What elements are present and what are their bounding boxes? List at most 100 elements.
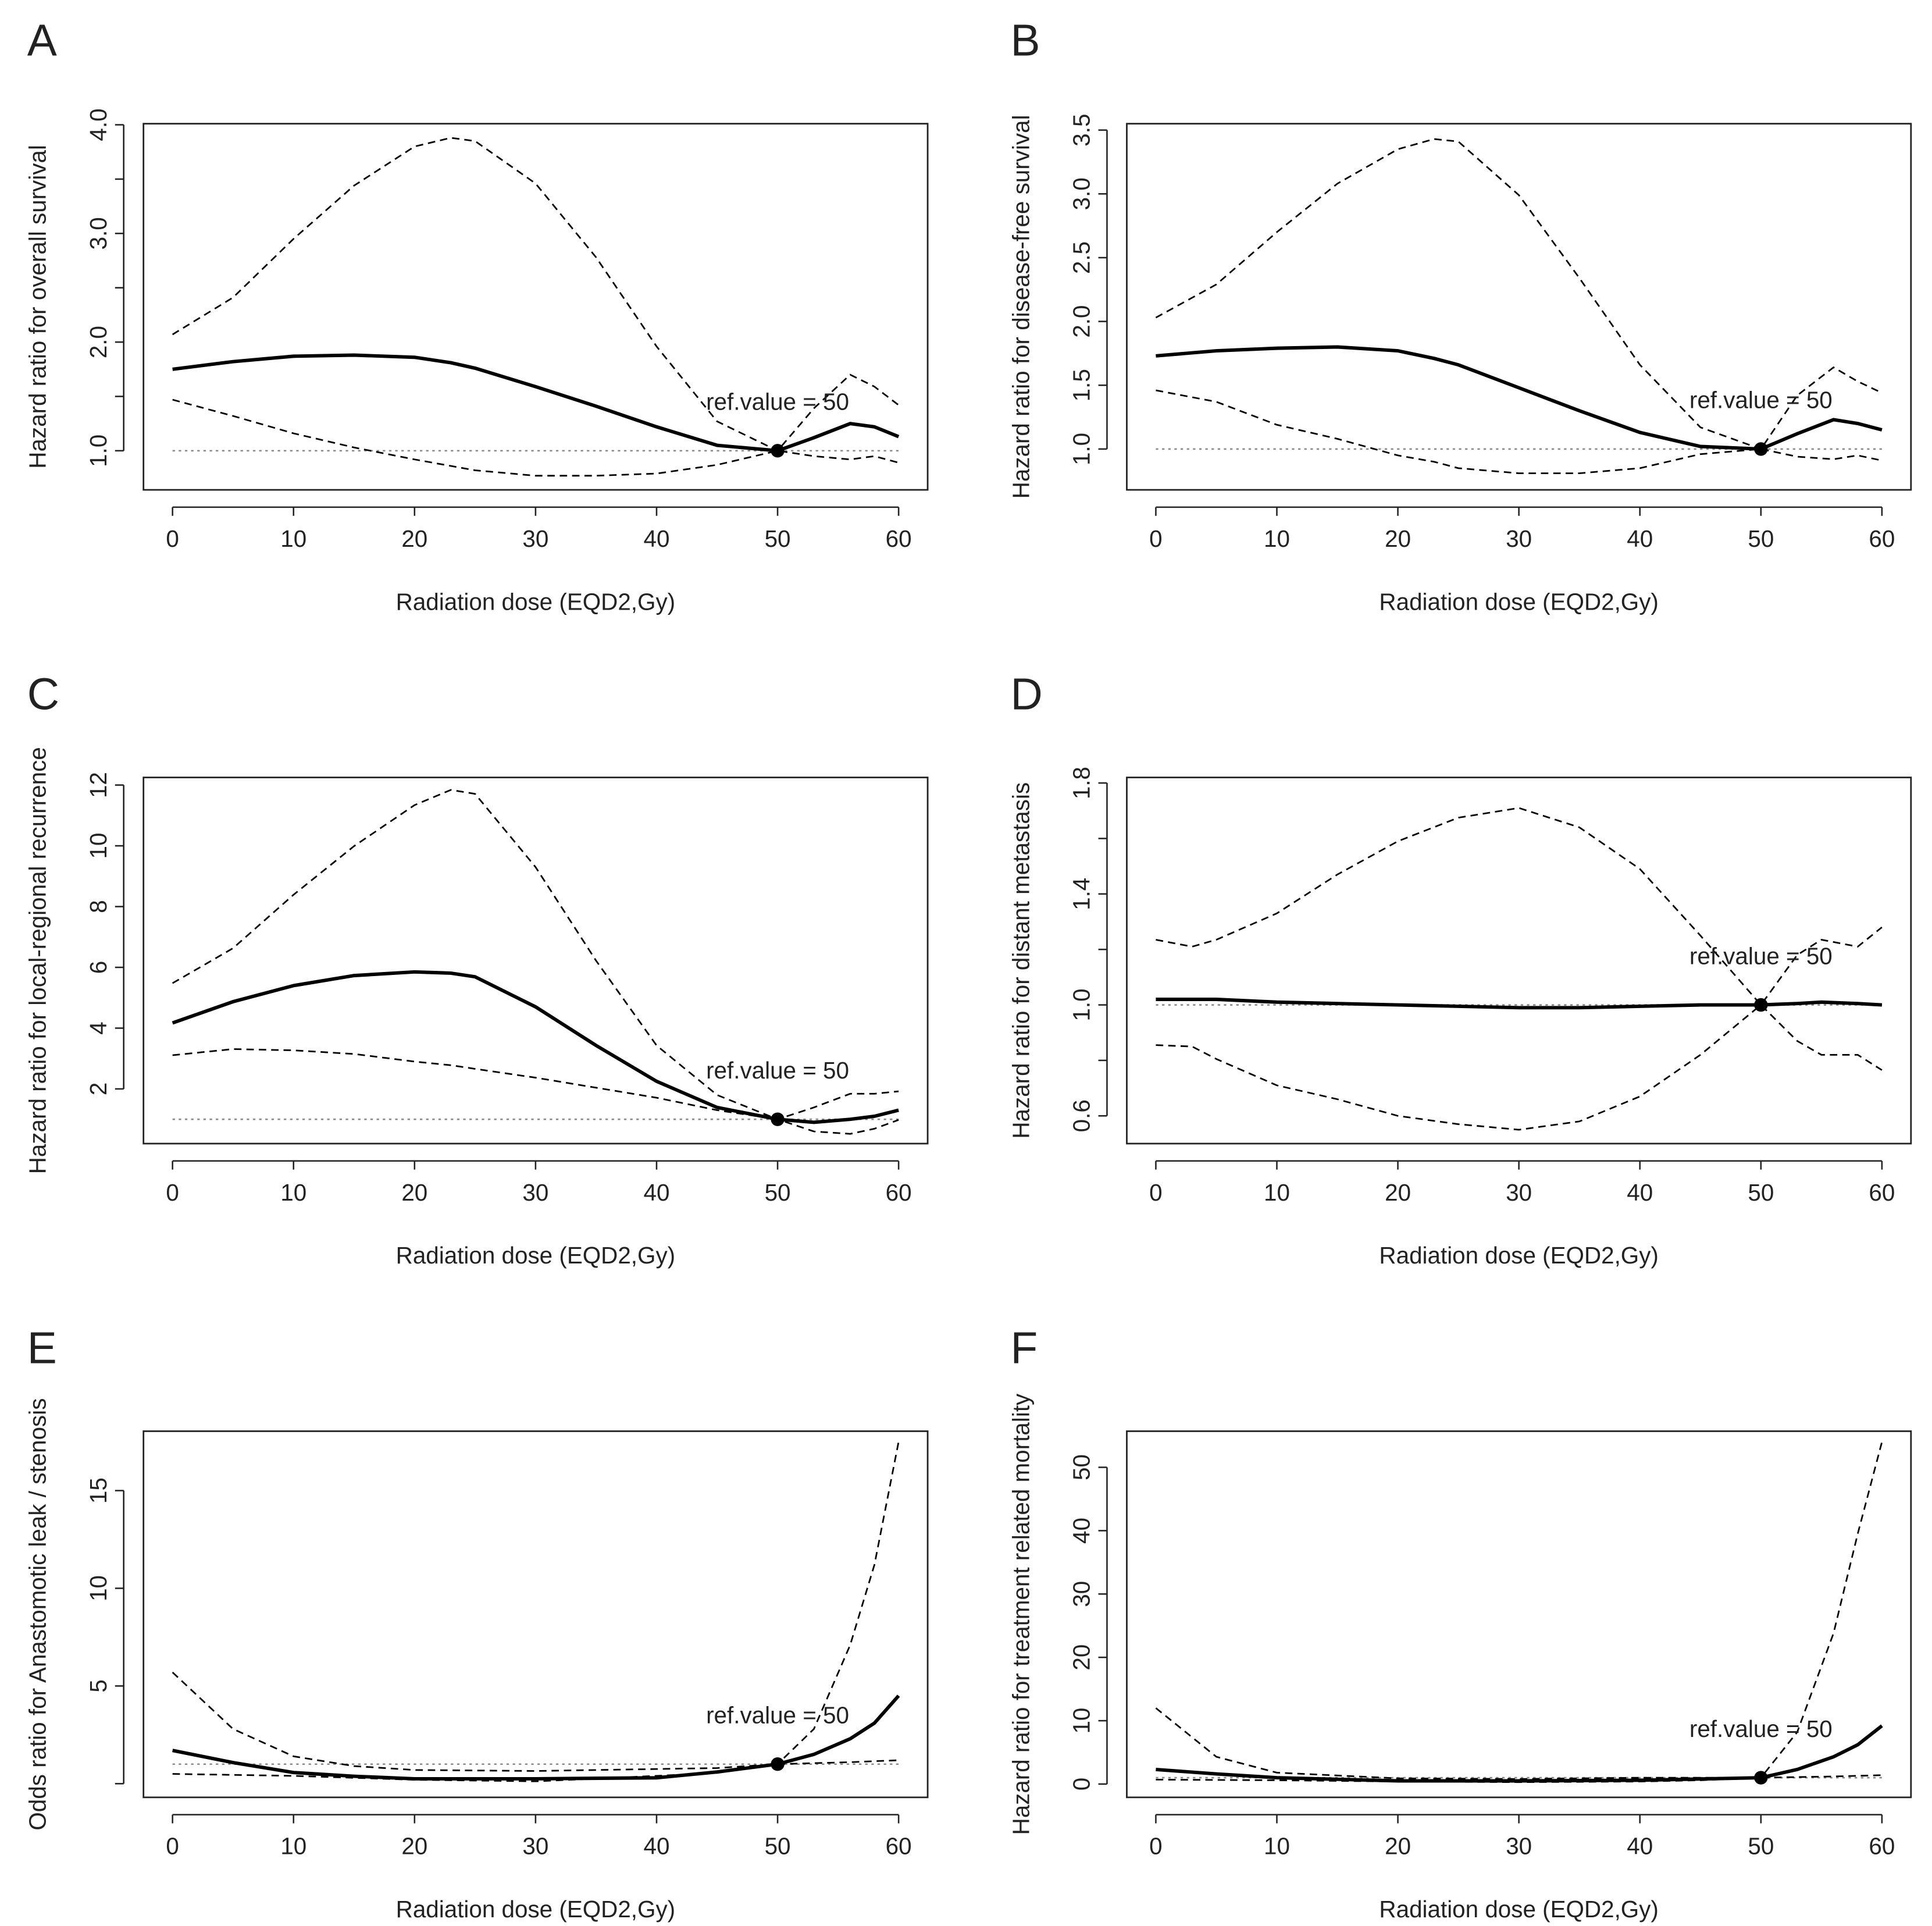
y-tick-label: 0.6 xyxy=(1068,1099,1095,1132)
y-tick-label: 1.0 xyxy=(1068,988,1095,1021)
y-tick-label: 3.0 xyxy=(85,217,112,250)
x-tick-label: 10 xyxy=(1264,525,1290,552)
estimate-line xyxy=(172,970,899,1124)
y-axis-label: Hazard ratio for treatment related morta… xyxy=(1007,1393,1034,1835)
panel-label: B xyxy=(1011,16,1040,66)
x-tick-label: 60 xyxy=(886,1833,912,1860)
x-tick-label: 0 xyxy=(1149,1833,1162,1860)
reference-point xyxy=(1754,1771,1768,1785)
x-tick-label: 60 xyxy=(1869,1179,1895,1206)
x-tick-label: 40 xyxy=(1627,1833,1653,1860)
ci-line xyxy=(1156,807,1883,1006)
x-tick-label: 10 xyxy=(280,1833,306,1860)
y-axis-label: Odds ratio for Anastomotic leak / stenos… xyxy=(24,1398,51,1831)
x-tick-label: 20 xyxy=(401,525,427,552)
x-tick-label: 10 xyxy=(280,525,306,552)
x-axis-label: Radiation dose (EQD2,Gy) xyxy=(1379,1242,1658,1269)
x-tick-label: 10 xyxy=(1264,1179,1290,1206)
y-tick-label: 2 xyxy=(85,1083,112,1095)
panel-label: E xyxy=(27,1323,57,1373)
x-tick-label: 40 xyxy=(1627,1179,1653,1206)
annotation: ref.value = 50 xyxy=(1689,942,1833,969)
ci-line xyxy=(172,789,899,1120)
x-tick-label: 30 xyxy=(522,1179,548,1206)
y-tick-label: 50 xyxy=(1068,1454,1095,1480)
x-tick-label: 40 xyxy=(643,1179,669,1206)
y-tick-label: 10 xyxy=(1068,1708,1095,1734)
y-tick-label: 2.0 xyxy=(85,326,112,358)
x-tick-label: 30 xyxy=(1506,1833,1532,1860)
y-tick-label: 12 xyxy=(85,772,112,798)
plot-frame xyxy=(142,123,929,491)
x-tick-label: 30 xyxy=(1506,525,1532,552)
x-tick-label: 40 xyxy=(643,1833,669,1860)
y-tick-label: 10 xyxy=(85,833,112,859)
x-tick-label: 10 xyxy=(280,1179,306,1206)
y-axis-label: Hazard ratio for overall survival xyxy=(24,145,51,469)
x-tick-label: 50 xyxy=(765,525,791,552)
estimate-line xyxy=(1156,345,1883,451)
x-tick-label: 30 xyxy=(1506,1179,1532,1206)
x-tick-label: 30 xyxy=(522,1833,548,1860)
x-tick-label: 60 xyxy=(886,525,912,552)
y-tick-label: 15 xyxy=(85,1478,112,1504)
estimate-line xyxy=(1156,1724,1883,1783)
x-tick-label: 20 xyxy=(1385,525,1411,552)
y-axis-label: Hazard ratio for disease-free survival xyxy=(1007,115,1034,499)
x-tick-label: 40 xyxy=(1627,525,1653,552)
x-tick-label: 0 xyxy=(166,1179,179,1206)
panel-label: D xyxy=(1011,670,1043,720)
x-tick-label: 10 xyxy=(1264,1833,1290,1860)
y-tick-label: 40 xyxy=(1068,1518,1095,1544)
x-tick-label: 60 xyxy=(886,1179,912,1206)
panel-label: F xyxy=(1011,1323,1038,1373)
x-tick-label: 60 xyxy=(1869,525,1895,552)
x-tick-label: 0 xyxy=(166,525,179,552)
ci-line xyxy=(172,398,899,477)
y-tick-label: 1.0 xyxy=(85,435,112,467)
ci-line xyxy=(172,1048,899,1135)
reference-point xyxy=(771,1757,785,1771)
y-tick-label: 30 xyxy=(1068,1581,1095,1607)
x-tick-label: 20 xyxy=(401,1833,427,1860)
y-tick-label: 3.5 xyxy=(1068,114,1095,147)
annotation: ref.value = 50 xyxy=(1689,387,1833,414)
x-tick-label: 30 xyxy=(522,525,548,552)
y-tick-label: 4 xyxy=(85,1021,112,1034)
y-tick-label: 0 xyxy=(1068,1778,1095,1790)
x-axis-label: Radiation dose (EQD2,Gy) xyxy=(1379,588,1658,615)
plot-frame xyxy=(142,1430,929,1799)
x-tick-label: 0 xyxy=(1149,1179,1162,1206)
x-tick-label: 20 xyxy=(401,1179,427,1206)
panel-label: A xyxy=(27,16,57,66)
estimate-line xyxy=(172,353,900,453)
x-tick-label: 50 xyxy=(1748,1179,1774,1206)
y-tick-label: 20 xyxy=(1068,1644,1095,1671)
plot-frame xyxy=(142,777,929,1145)
x-axis-label: Radiation dose (EQD2,Gy) xyxy=(1379,1896,1658,1923)
y-tick-label: 10 xyxy=(85,1575,112,1601)
x-tick-label: 50 xyxy=(765,1833,791,1860)
ci-line xyxy=(172,1759,899,1782)
y-tick-label: 1.8 xyxy=(1068,767,1095,799)
annotation: ref.value = 50 xyxy=(706,389,849,415)
plot-frame xyxy=(1126,1430,1912,1799)
reference-point xyxy=(771,1112,785,1126)
y-axis-label: Hazard ratio for local-regional recurren… xyxy=(24,747,51,1174)
x-axis-label: Radiation dose (EQD2,Gy) xyxy=(396,588,675,615)
plot-frame xyxy=(1126,123,1912,491)
x-tick-label: 20 xyxy=(1385,1179,1411,1206)
ci-line xyxy=(172,1441,900,1772)
x-tick-label: 50 xyxy=(1748,1833,1774,1860)
reference-point xyxy=(771,444,785,458)
estimate-line xyxy=(172,1694,900,1781)
x-tick-label: 50 xyxy=(765,1179,791,1206)
estimate-line xyxy=(1156,998,1883,1010)
y-axis-label: Hazard ratio for distant metastasis xyxy=(1007,782,1034,1139)
x-tick-label: 0 xyxy=(1149,525,1162,552)
x-tick-label: 50 xyxy=(1748,525,1774,552)
y-tick-label: 2.5 xyxy=(1068,241,1095,274)
x-axis-label: Radiation dose (EQD2,Gy) xyxy=(396,1242,675,1269)
y-tick-label: 3.0 xyxy=(1068,177,1095,210)
